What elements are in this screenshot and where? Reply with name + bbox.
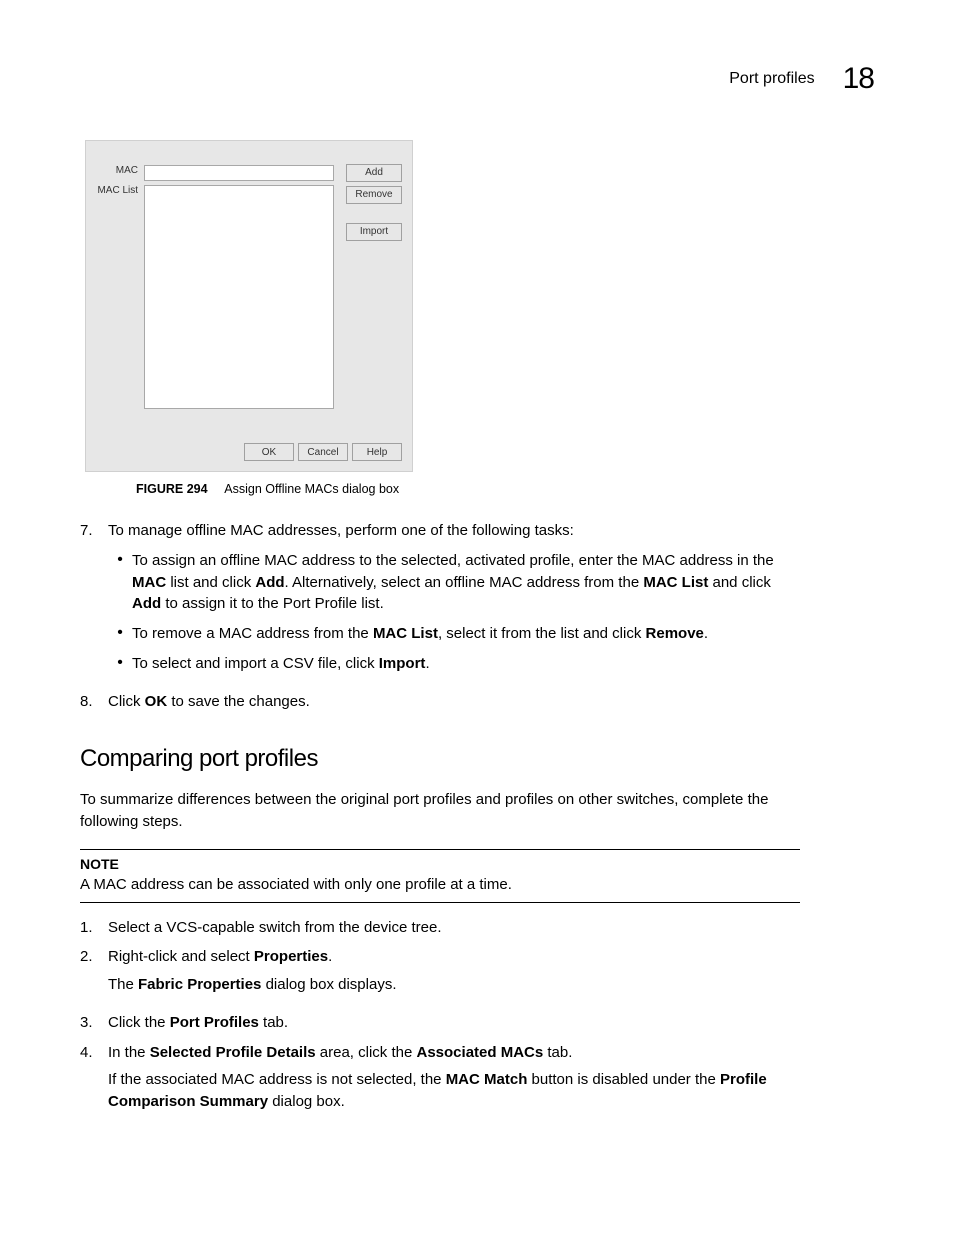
mac-list-box[interactable] xyxy=(144,185,334,409)
note-text: A MAC address can be associated with onl… xyxy=(80,874,800,896)
remove-button[interactable]: Remove xyxy=(346,186,402,204)
step-text: To manage offline MAC addresses, perform… xyxy=(108,522,574,539)
step-number: 3. xyxy=(80,1012,108,1034)
help-button[interactable]: Help xyxy=(352,443,402,461)
dialog-bottom-buttons: OK Cancel Help xyxy=(244,443,402,461)
mac-list-label: MAC List xyxy=(94,185,144,196)
step-7: 7. To manage offline MAC addresses, perf… xyxy=(80,520,800,683)
step-1: 1. Select a VCS-capable switch from the … xyxy=(80,917,800,939)
step-number: 8. xyxy=(80,691,108,713)
chapter-number: 18 xyxy=(843,62,874,96)
figure-caption: FIGURE 294 Assign Offline MACs dialog bo… xyxy=(136,482,874,496)
bullet-assign: To assign an offline MAC address to the … xyxy=(108,550,800,615)
note-label: NOTE xyxy=(80,854,800,874)
body-content: 7. To manage offline MAC addresses, perf… xyxy=(80,520,800,1121)
step-number: 7. xyxy=(80,520,108,683)
mac-list-row: MAC List xyxy=(94,185,334,409)
step-4: 4. In the Selected Profile Details area,… xyxy=(80,1042,800,1121)
note-block: NOTE A MAC address can be associated wit… xyxy=(80,849,800,903)
bullet-remove: To remove a MAC address from the MAC Lis… xyxy=(108,623,800,645)
step-3: 3. Click the Port Profiles tab. xyxy=(80,1012,800,1034)
steps-1-4: 1. Select a VCS-capable switch from the … xyxy=(80,917,800,1121)
step-2: 2. Right-click and select Properties. Th… xyxy=(80,946,800,1004)
running-header: Port profiles 18 xyxy=(729,62,874,96)
step-number: 1. xyxy=(80,917,108,939)
ok-button[interactable]: OK xyxy=(244,443,294,461)
step-7-bullets: To assign an offline MAC address to the … xyxy=(108,550,800,675)
add-button[interactable]: Add xyxy=(346,164,402,182)
mac-label: MAC xyxy=(94,165,144,176)
intro-paragraph: To summarize differences between the ori… xyxy=(80,789,800,833)
step-number: 2. xyxy=(80,946,108,1004)
import-button[interactable]: Import xyxy=(346,223,402,241)
assign-offline-macs-dialog: MAC MAC List Add Remove Import OK Cancel… xyxy=(85,140,413,472)
bullet-import: To select and import a CSV file, click I… xyxy=(108,653,800,675)
section-heading-comparing: Comparing port profiles xyxy=(80,742,800,777)
figure-294: MAC MAC List Add Remove Import OK Cancel… xyxy=(80,140,874,496)
header-section-title: Port profiles xyxy=(729,70,814,88)
mac-input[interactable] xyxy=(144,165,334,181)
step-8: 8. Click OK to save the changes. xyxy=(80,691,800,713)
figure-label: FIGURE 294 xyxy=(136,482,208,496)
step-number: 4. xyxy=(80,1042,108,1121)
page: Port profiles 18 MAC MAC List Add Remove… xyxy=(0,0,954,1235)
figure-caption-text: Assign Offline MACs dialog box xyxy=(224,482,399,496)
steps-7-8: 7. To manage offline MAC addresses, perf… xyxy=(80,520,800,712)
mac-row: MAC xyxy=(94,165,334,181)
cancel-button[interactable]: Cancel xyxy=(298,443,348,461)
